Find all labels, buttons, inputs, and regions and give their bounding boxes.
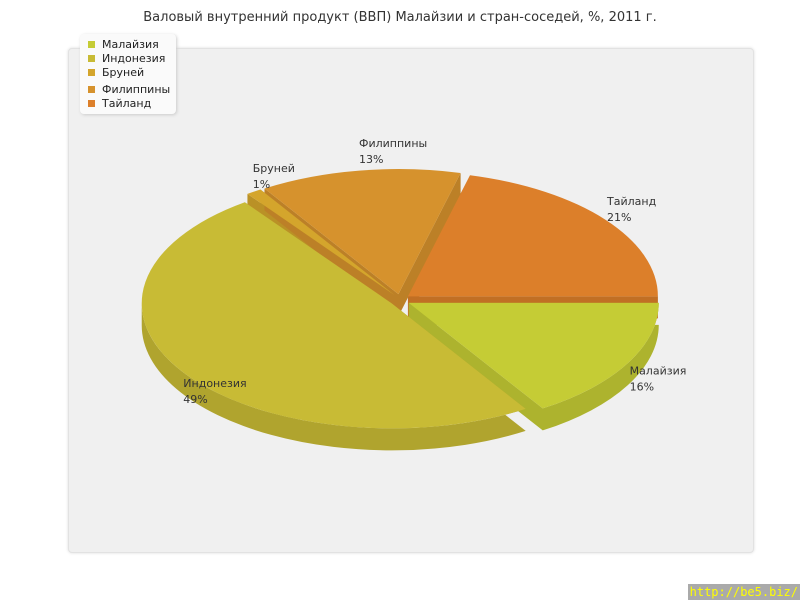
legend-swatch (88, 40, 95, 48)
legend-swatch (88, 85, 95, 93)
legend-label: Тайланд (102, 96, 152, 110)
legend-label: Бруней (102, 65, 145, 79)
slice-value-label: 16% (630, 381, 654, 394)
legend: Малайзия Индонезия Бруней Филиппины Тайланд (80, 34, 176, 114)
pie-slice[interactable] (264, 169, 461, 295)
legend-swatch (88, 99, 95, 107)
legend-item[interactable]: Тайланд (80, 96, 176, 110)
slice-value-label: 49% (183, 393, 207, 406)
slice-value-label: 13% (359, 153, 383, 166)
legend-swatch (88, 68, 95, 76)
pie-slice[interactable] (247, 189, 395, 296)
legend-label: Индонезия (102, 51, 166, 65)
legend-item[interactable]: Индонезия (80, 51, 176, 65)
pie-slice[interactable] (408, 302, 659, 409)
watermark-link[interactable]: http://be5.biz/ (687, 584, 800, 600)
legend-item[interactable]: Бруней (80, 65, 176, 79)
pie-slice-side (141, 202, 526, 451)
legend-item[interactable]: Малайзия (80, 37, 176, 51)
pie-slice[interactable] (141, 202, 526, 429)
pie-slice-side (408, 302, 659, 431)
slice-label: Индонезия (183, 377, 246, 390)
slice-value-label: 1% (253, 178, 270, 191)
slice-value-label: 21% (607, 211, 631, 224)
slice-label: Филиппины (359, 137, 427, 150)
slice-label: Малайзия (630, 365, 687, 378)
legend-label: Филиппины (102, 82, 171, 96)
pie-slice[interactable] (407, 175, 658, 297)
chart-title: Валовый внутренний продукт (ВВП) Малайзи… (143, 10, 657, 25)
legend-label: Малайзия (102, 37, 159, 51)
legend-swatch (88, 54, 95, 62)
slice-label: Бруней (253, 162, 295, 175)
pie-slice-side (264, 173, 461, 317)
slice-label: Тайланд (606, 195, 657, 208)
legend-item[interactable]: Филиппины (80, 82, 176, 96)
